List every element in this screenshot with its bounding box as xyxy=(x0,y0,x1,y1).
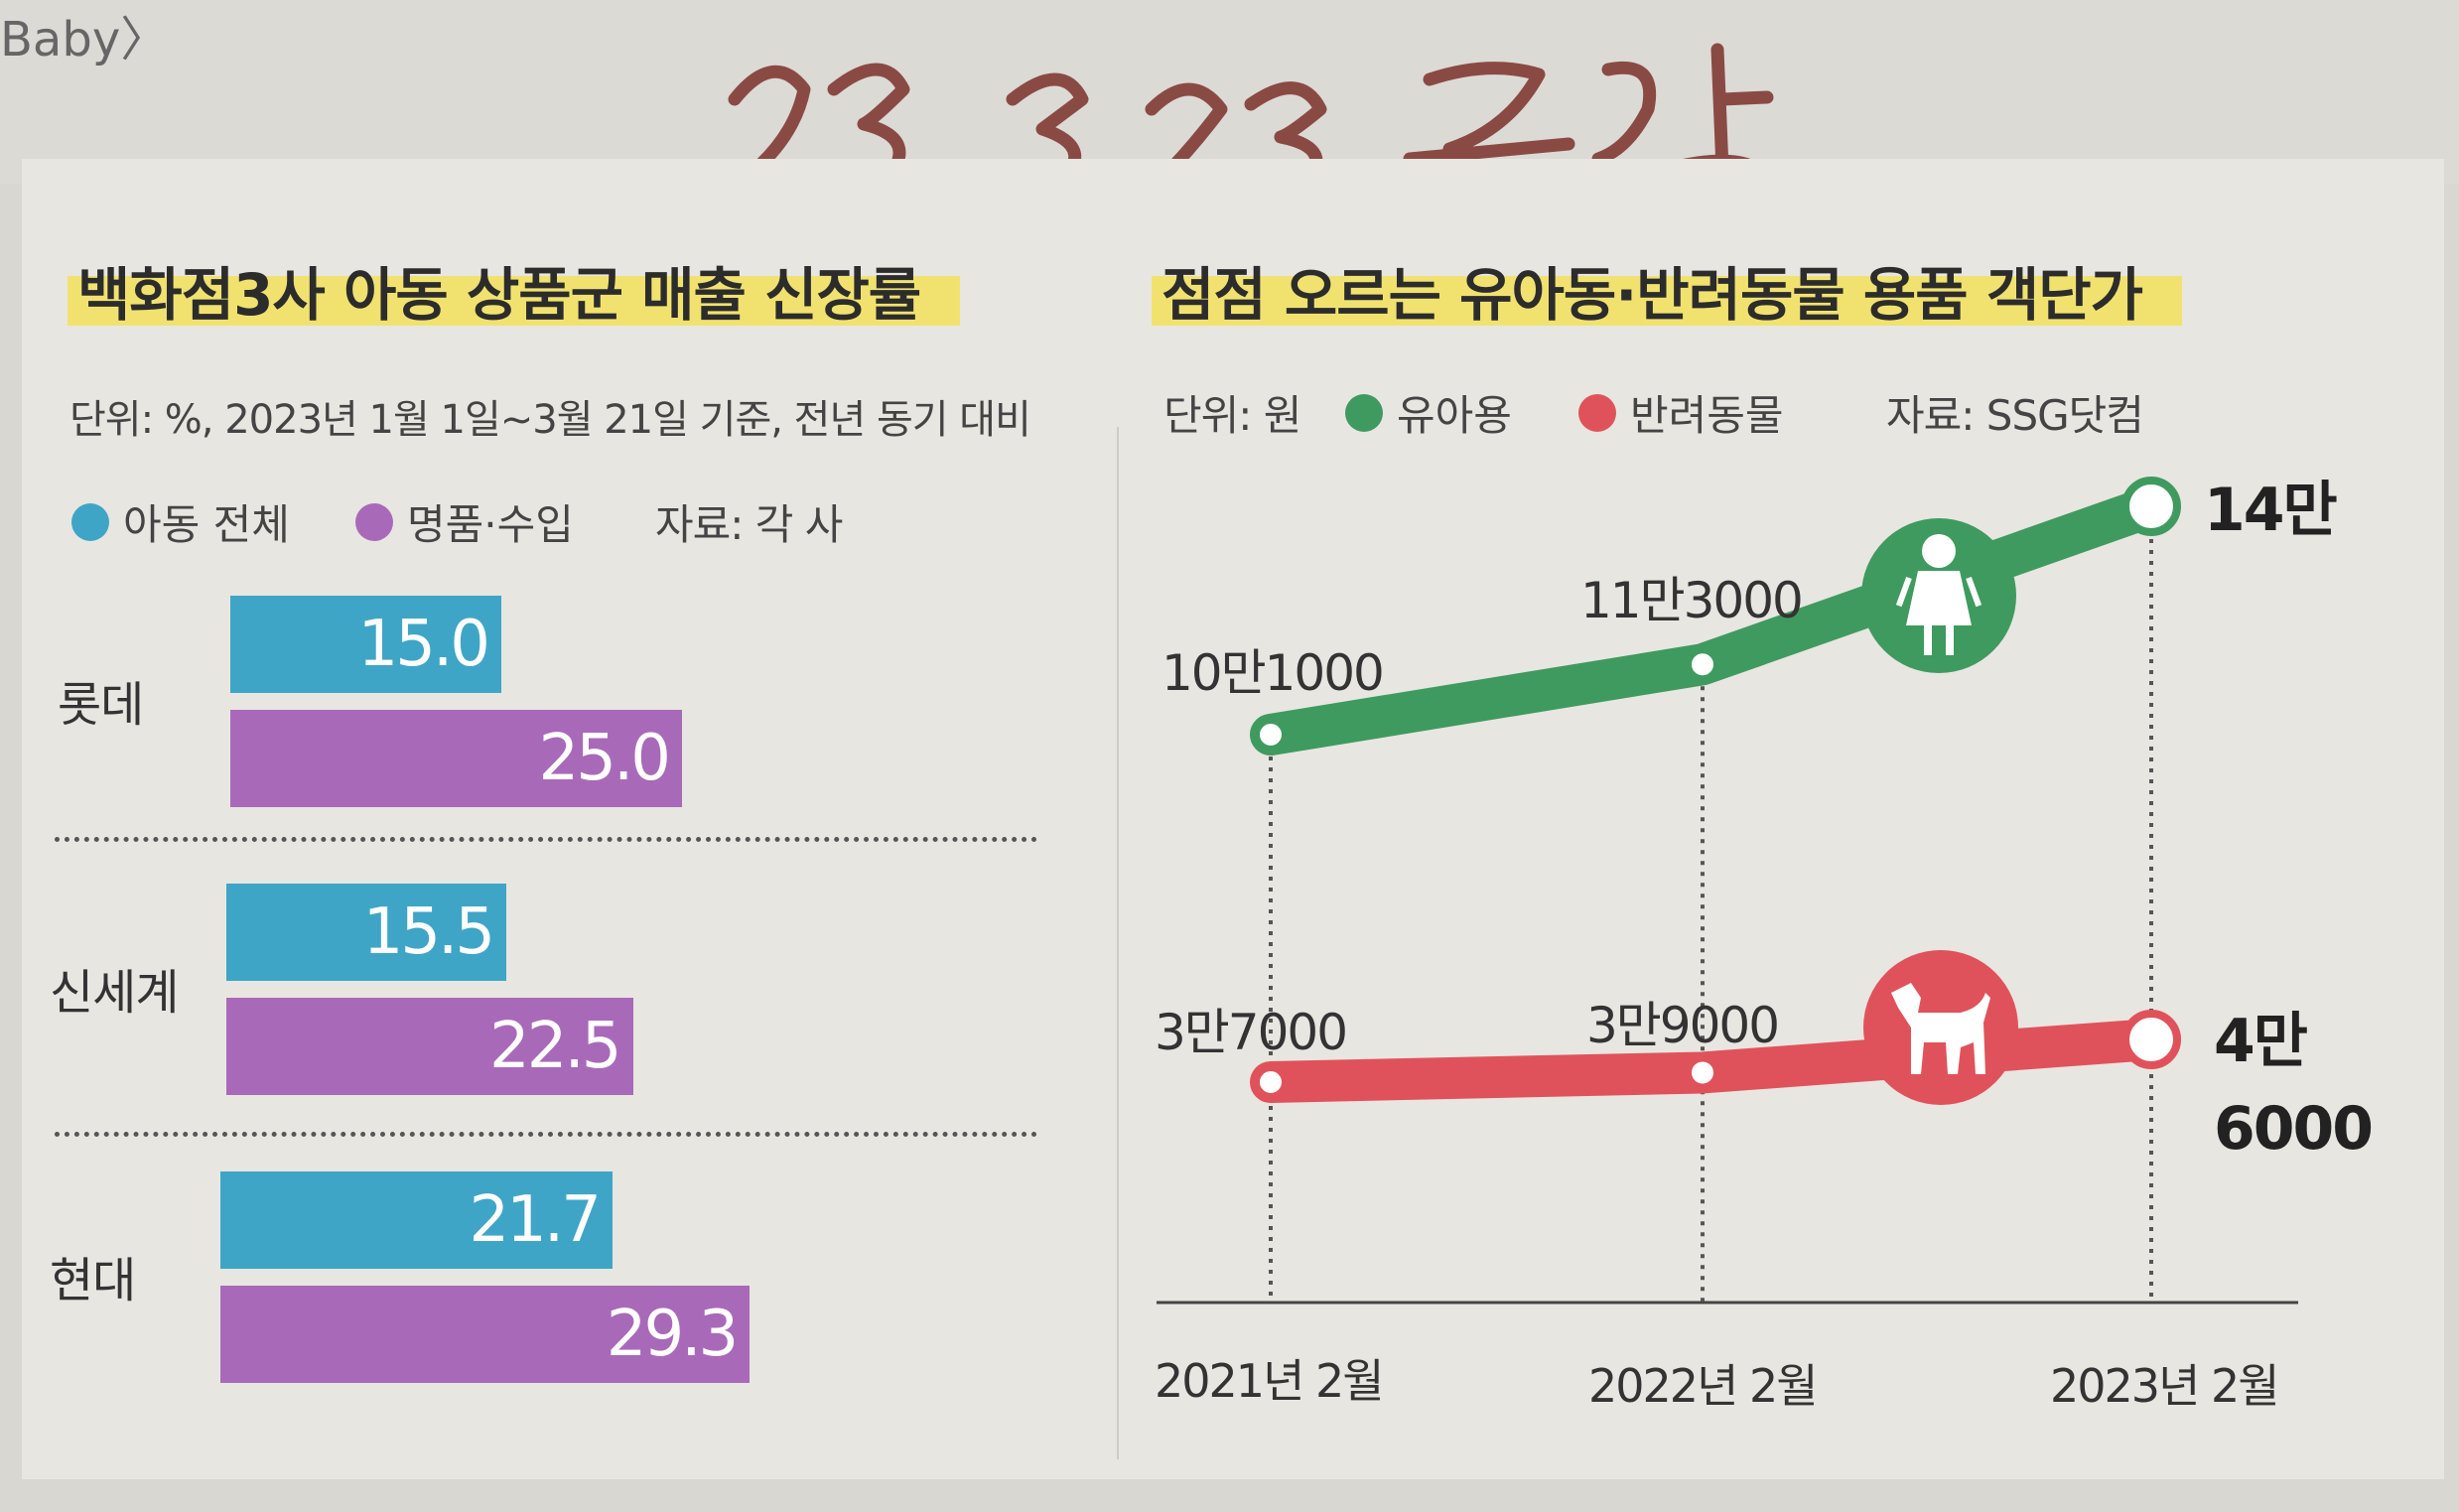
category-label-hyundai: 현대 xyxy=(50,1253,136,1308)
legend-luxury-dot xyxy=(355,502,393,541)
legend-kids-dot xyxy=(1345,393,1383,432)
x-tick-label: 2023년 2월 xyxy=(2050,1359,2280,1413)
title-highlight xyxy=(1152,276,2182,326)
right-chart-title-text: 점점 오르는 유아동·반려동물 용품 객단가 xyxy=(1161,261,2143,329)
top-strip xyxy=(0,0,2459,184)
data-point-kids xyxy=(1688,649,1717,680)
legend-pet: 반려동물 xyxy=(1578,382,1784,443)
bar-shinsegae-luxury: 22.5 xyxy=(226,998,633,1095)
bar-lotte-luxury: 25.0 xyxy=(230,710,682,807)
pet-value-label-2022: 3만9000 xyxy=(1586,997,1780,1054)
bar-hyundai-luxury: 29.3 xyxy=(220,1286,751,1383)
group-separator xyxy=(55,1132,1037,1137)
bar-value-label: 29.3 xyxy=(606,1298,739,1371)
data-point-pet xyxy=(2121,1010,2181,1069)
bar-shinsegae-total: 15.5 xyxy=(226,884,507,981)
bar-value-label: 15.5 xyxy=(362,895,495,969)
legend-total-label: 아동 전체 xyxy=(123,500,290,549)
left-chart-title: 백화점3사 아동 상품군 매출 신장률 xyxy=(68,248,961,332)
bar-hyundai-total: 21.7 xyxy=(220,1171,613,1269)
group-separator xyxy=(55,837,1037,842)
bar-value-label: 22.5 xyxy=(489,1010,621,1083)
handwritten-date-note xyxy=(728,43,1774,206)
right-chart-title: 점점 오르는 유아동·반려동물 용품 객단가 xyxy=(1152,248,2182,332)
category-label-lotte: 롯데 xyxy=(58,677,144,733)
legend-total: 아동 전체 xyxy=(71,491,290,552)
legend-luxury: 명품·수입 xyxy=(355,491,574,552)
data-point-pet xyxy=(1256,1067,1286,1097)
previous-article-text: Baby〉 xyxy=(0,12,169,68)
left-chart-source: 자료: 각 사 xyxy=(655,500,843,549)
left-chart-title-text: 백화점3사 아동 상품군 매출 신장률 xyxy=(77,261,921,329)
kids-value-label-2023: 14만 xyxy=(2204,476,2338,545)
right-chart-unit: 단위: 원 xyxy=(1163,391,1301,440)
x-tick-label: 2022년 2월 xyxy=(1588,1359,1819,1413)
bar-value-label: 25.0 xyxy=(538,722,671,795)
category-label-shinsegae: 신세계 xyxy=(50,965,179,1021)
title-highlight xyxy=(68,276,961,326)
pet-value-label-2021: 3만7000 xyxy=(1155,1004,1348,1061)
legend-pet-dot xyxy=(1578,393,1616,432)
dog-icon xyxy=(1863,950,2018,1105)
kids-value-label-2022: 11만3000 xyxy=(1580,572,1804,629)
right-chart-source: 자료: SSG닷컴 xyxy=(1886,391,2144,440)
legend-luxury-label: 명품·수입 xyxy=(407,500,574,549)
child-icon xyxy=(1861,518,2016,673)
data-point-kids xyxy=(2121,477,2181,536)
x-tick-label: 2021년 2월 xyxy=(1155,1354,1385,1408)
column-divider xyxy=(1117,427,1119,1459)
bar-value-label: 15.0 xyxy=(357,608,490,681)
legend-total-dot xyxy=(71,502,109,541)
bar-lotte-total: 15.0 xyxy=(230,596,501,693)
data-point-pet xyxy=(1688,1057,1717,1088)
pet-value-label-2023: 4만 6000 xyxy=(2214,1007,2374,1164)
bar-value-label: 21.7 xyxy=(469,1183,601,1257)
kids-value-label-2021: 10만1000 xyxy=(1161,644,1385,702)
legend-kids: 유아용 xyxy=(1345,382,1512,443)
data-point-kids xyxy=(1256,720,1286,750)
legend-pet-label: 반려동물 xyxy=(1630,391,1784,440)
left-chart-unit-note: 단위: %, 2023년 1월 1일~3월 21일 기준, 전년 동기 대비 xyxy=(69,397,1031,443)
legend-kids-label: 유아용 xyxy=(1397,391,1512,440)
